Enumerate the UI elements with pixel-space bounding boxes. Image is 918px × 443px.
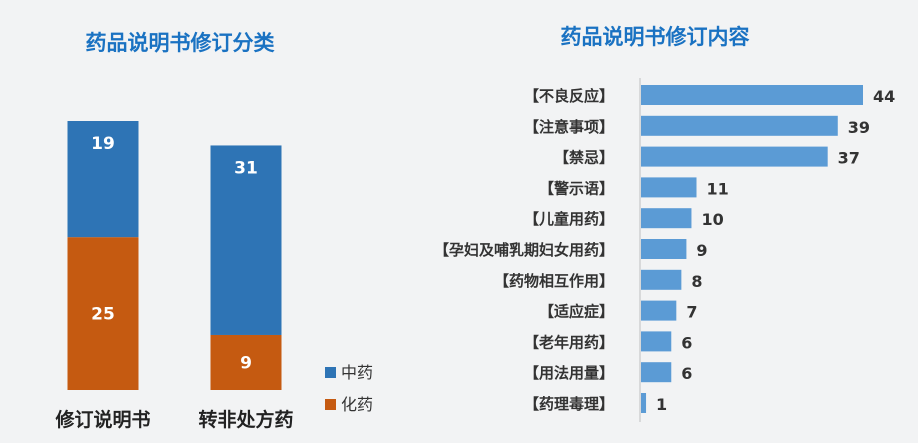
- category-label: 【儿童用药】: [524, 210, 614, 228]
- data-label: 39: [848, 118, 870, 137]
- bar: [641, 208, 692, 229]
- data-label: 11: [707, 179, 729, 198]
- bar-segment: [210, 334, 282, 390]
- bar-segment: [67, 237, 139, 390]
- category-label: 【适应症】: [539, 303, 614, 321]
- chart-title-content: 药品说明书修订内容: [561, 25, 750, 49]
- data-label: 25: [91, 305, 115, 325]
- data-label: 8: [691, 272, 702, 291]
- bar: [641, 269, 682, 290]
- data-label: 9: [696, 241, 707, 260]
- category-label: 【警示语】: [539, 179, 614, 197]
- bar-segment: [210, 145, 282, 335]
- bar: [641, 239, 687, 259]
- category-label: 【注意事项】: [524, 118, 614, 136]
- bar: [641, 393, 647, 413]
- data-label: 37: [838, 149, 860, 168]
- data-label: 1: [656, 395, 667, 414]
- category-label: 【用法用量】: [524, 364, 614, 382]
- category-label: 转非处方药: [198, 408, 293, 431]
- bar: [641, 300, 677, 321]
- category-label: 修订说明书: [54, 408, 150, 431]
- bar: [641, 177, 697, 198]
- category-label: 【药物相互作用】: [494, 272, 614, 290]
- data-label: 31: [234, 158, 258, 178]
- category-label: 【禁忌】: [554, 149, 614, 167]
- bar: [641, 146, 828, 167]
- data-label: 6: [681, 364, 692, 383]
- legend-swatch: [325, 399, 336, 410]
- bar-segment: [67, 121, 139, 238]
- data-label: 44: [873, 87, 895, 106]
- data-label: 10: [701, 210, 723, 229]
- legend-swatch: [325, 367, 336, 378]
- data-label: 7: [686, 303, 697, 322]
- data-label: 9: [240, 353, 252, 373]
- category-label: 【老年用药】: [524, 333, 614, 351]
- legend-label: 化药: [341, 395, 373, 414]
- stacked-bar-chart: 25 19 修订说明书 9 31 转非处方药: [54, 121, 294, 431]
- data-label: 19: [91, 134, 115, 154]
- legend-label: 中药: [341, 363, 373, 382]
- bar: [641, 362, 672, 383]
- data-label: 6: [681, 333, 692, 352]
- category-label: 【药理毒理】: [524, 395, 614, 413]
- chart-title-classification: 药品说明书修订分类: [86, 31, 276, 55]
- bar: [641, 331, 672, 352]
- horizontal-bar-chart: 【不良反应】 44 【注意事项】 39 【禁忌】 37 【警示语】 11 【儿童用药】 10 【孕妇…: [434, 78, 895, 422]
- bar: [641, 115, 838, 136]
- bar: [641, 85, 863, 105]
- category-label: 【不良反应】: [524, 87, 614, 105]
- category-label: 【孕妇及哺乳期妇女用药】: [434, 241, 614, 259]
